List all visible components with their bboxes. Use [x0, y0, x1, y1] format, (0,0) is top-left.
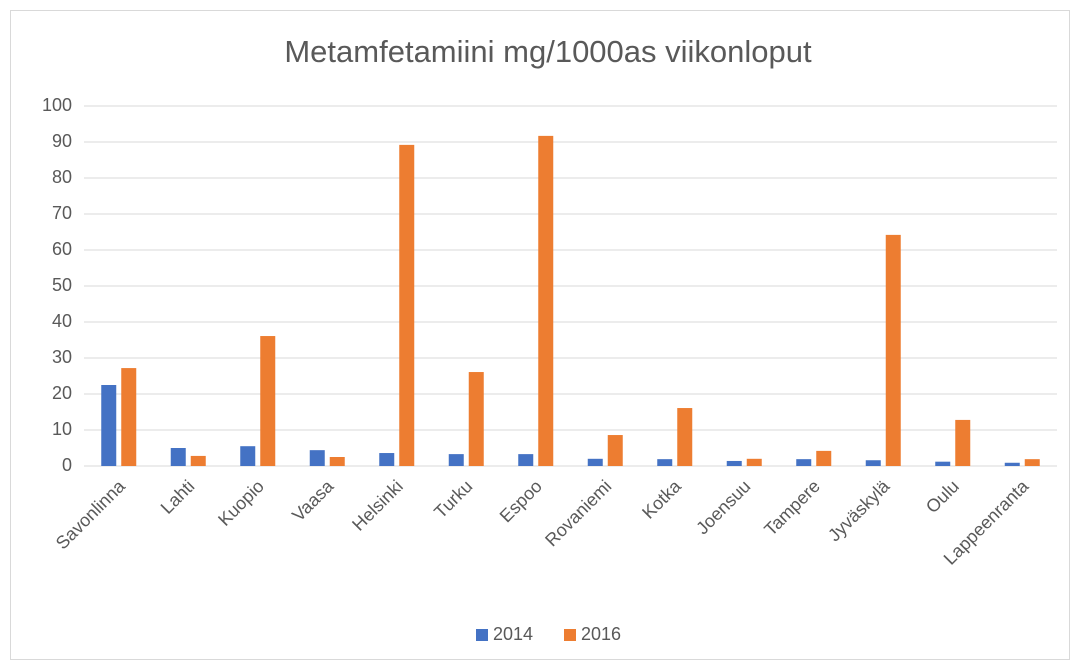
legend-label: 2016 — [581, 624, 621, 644]
bar — [587, 458, 603, 466]
bar — [448, 454, 464, 466]
bar — [607, 435, 623, 466]
y-tick-label: 10 — [52, 419, 72, 439]
bar — [309, 450, 325, 466]
bar — [468, 372, 484, 466]
bar — [190, 455, 206, 466]
bar — [240, 446, 256, 466]
bar — [746, 458, 762, 466]
bar — [726, 460, 742, 466]
legend-swatch — [476, 629, 488, 641]
bar — [816, 450, 832, 466]
y-tick-label: 30 — [52, 347, 72, 367]
bar — [1024, 459, 1040, 466]
bar — [518, 454, 534, 466]
bar — [538, 135, 554, 466]
y-tick-label: 70 — [52, 203, 72, 223]
legend-swatch — [564, 629, 576, 641]
bar — [329, 457, 345, 466]
legend-label: 2014 — [493, 624, 533, 644]
y-tick-label: 20 — [52, 383, 72, 403]
bar — [121, 368, 137, 466]
y-tick-label: 60 — [52, 239, 72, 259]
y-tick-label: 100 — [42, 95, 72, 115]
bar — [170, 448, 186, 466]
chart-title: Metamfetamiini mg/1000as viikonloput — [284, 34, 812, 69]
bar — [379, 453, 395, 466]
bar — [955, 419, 971, 466]
bar — [399, 144, 415, 466]
y-tick-label: 40 — [52, 311, 72, 331]
y-tick-label: 50 — [52, 275, 72, 295]
bar — [677, 408, 693, 466]
y-tick-label: 80 — [52, 167, 72, 187]
bar — [935, 461, 951, 466]
bar — [885, 234, 901, 466]
y-tick-label: 0 — [62, 455, 72, 475]
bar — [796, 459, 812, 466]
bar — [865, 460, 881, 466]
bar — [1004, 462, 1020, 466]
bar — [101, 385, 117, 466]
y-tick-label: 90 — [52, 131, 72, 151]
bar — [260, 336, 276, 466]
bar — [657, 459, 673, 466]
